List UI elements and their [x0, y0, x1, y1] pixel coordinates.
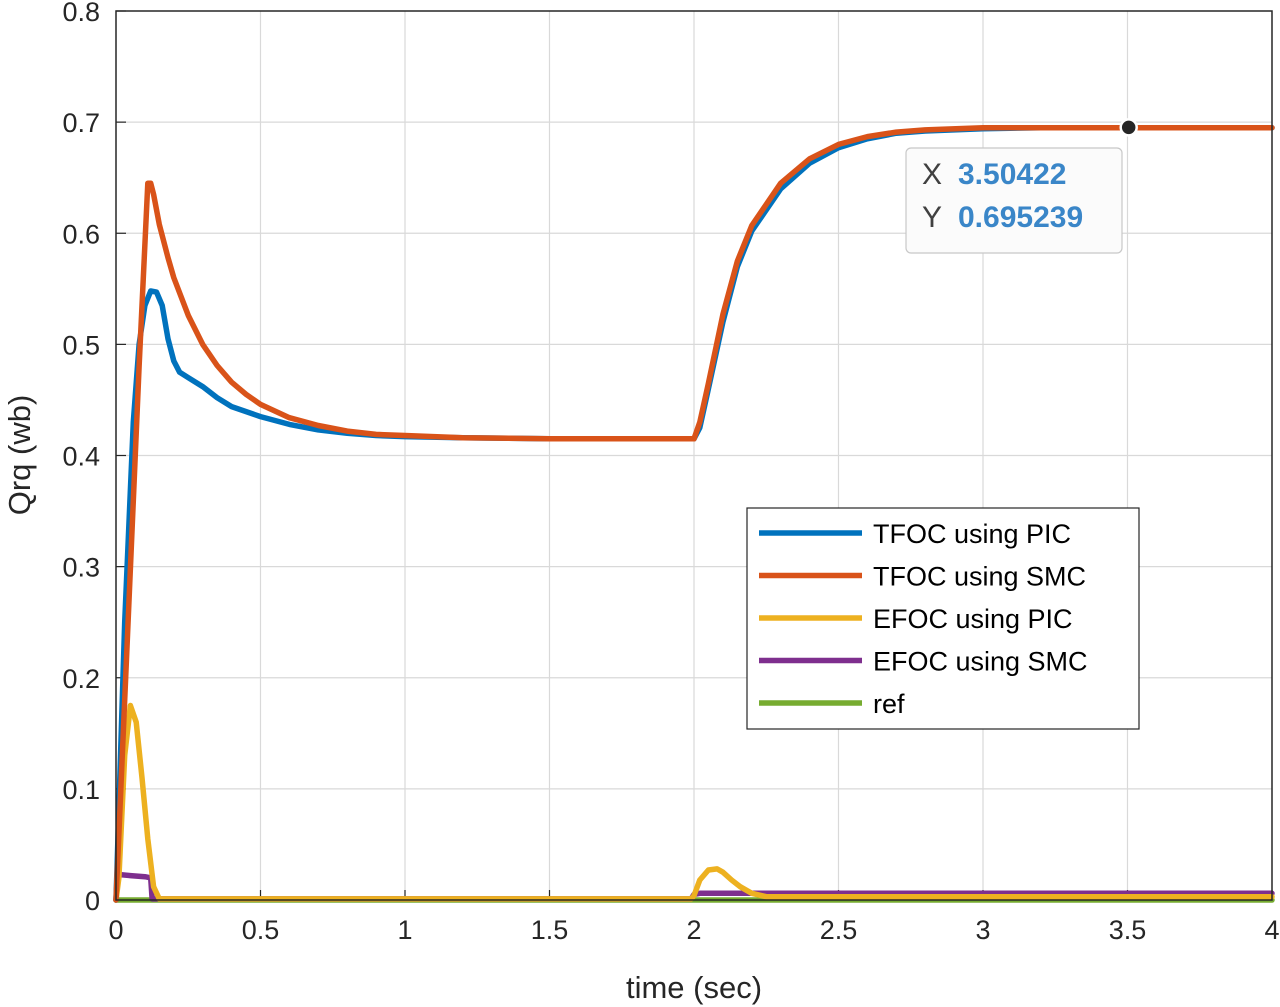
datatip-x-value: 3.50422 [958, 158, 1066, 191]
x-tick-label: 3 [975, 915, 990, 945]
x-tick-label: 1 [397, 915, 412, 945]
y-tick-label: 0.8 [62, 0, 100, 27]
x-tick-label: 0 [108, 915, 123, 945]
y-tick-label: 0.4 [62, 442, 100, 472]
legend-label-tfoc-using-smc: TFOC using SMC [873, 562, 1086, 592]
datatip-marker[interactable] [1119, 118, 1138, 137]
legend-label-tfoc-using-pic: TFOC using PIC [873, 519, 1071, 549]
x-tick-label: 4 [1264, 915, 1279, 945]
datatip[interactable]: X 3.50422 Y 0.695239 [905, 118, 1138, 254]
datatip-box [905, 147, 1123, 254]
x-tick-label: 3.5 [1109, 915, 1147, 945]
x-tick-label: 1.5 [531, 915, 569, 945]
y-tick-label: 0.1 [62, 775, 100, 805]
series-layer [113, 124, 1275, 903]
legend-label-ref: ref [873, 689, 905, 719]
legend: TFOC using PIC TFOC using SMC EFOC using P… [746, 507, 1140, 730]
x-tick-label: 2 [686, 915, 701, 945]
legend-entries: TFOC using PIC TFOC using SMC EFOC using P… [759, 519, 1088, 719]
series-line-tfoc-using-smc [113, 124, 1275, 903]
datatip-x-key: X [922, 158, 942, 191]
y-tick-label: 0.7 [62, 108, 100, 138]
datatip-y-key: Y [922, 201, 942, 234]
x-axis-label: time (sec) [626, 970, 762, 1005]
y-axis-label: Qrq (wb) [2, 395, 37, 516]
y-tick-label: 0 [85, 886, 100, 916]
x-tick-labels: 0 0.5 1 1.5 2 2.5 3 3.5 4 [108, 915, 1279, 945]
plot-frame [115, 10, 1273, 901]
legend-label-efoc-using-pic: EFOC using PIC [873, 604, 1073, 634]
y-tick-label: 0.5 [62, 330, 100, 360]
y-tick-labels: 0 0.1 0.2 0.3 0.4 0.5 0.6 0.7 0.8 [62, 0, 100, 916]
x-tick-label: 0.5 [242, 915, 280, 945]
legend-label-efoc-using-smc: EFOC using SMC [873, 647, 1088, 677]
y-tick-label: 0.3 [62, 553, 100, 583]
y-tick-label: 0.6 [62, 219, 100, 249]
datatip-y-value: 0.695239 [958, 201, 1083, 234]
series-line-efoc-using-pic [113, 702, 1275, 903]
x-tick-label: 2.5 [820, 915, 858, 945]
y-tick-label: 0.2 [62, 664, 100, 694]
